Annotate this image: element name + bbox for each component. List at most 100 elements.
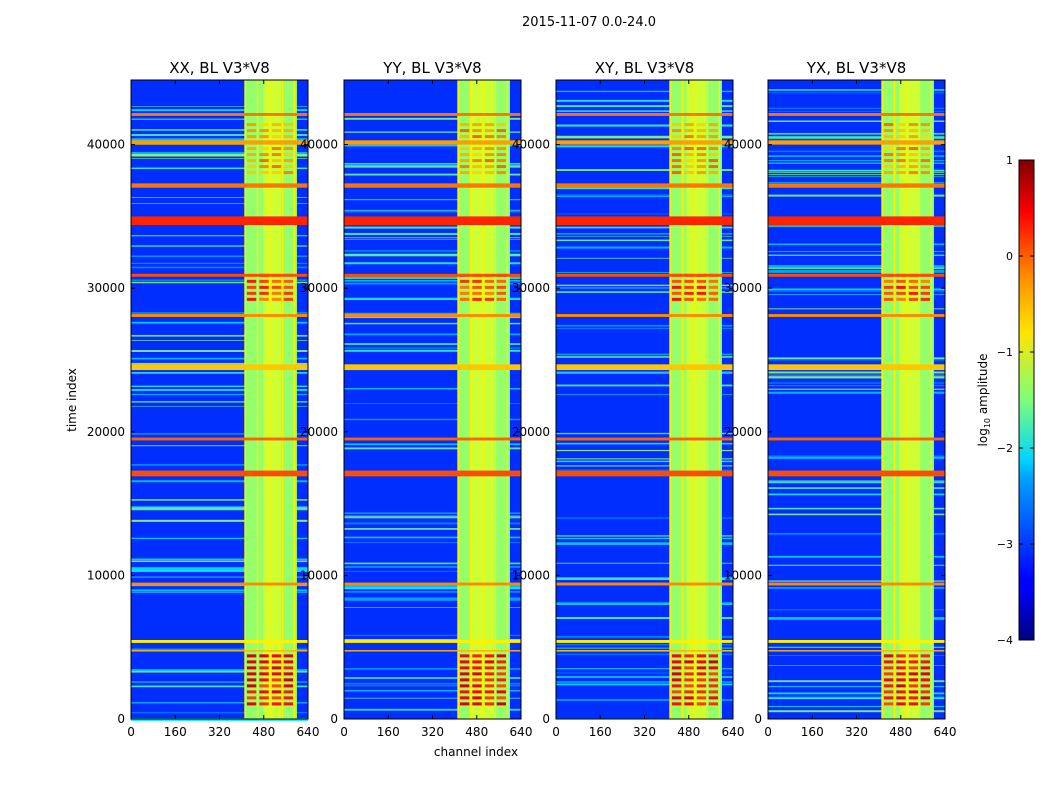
weak-rfi-line bbox=[131, 685, 308, 688]
weak-rfi-line bbox=[556, 371, 733, 373]
weak-rfi-line bbox=[768, 357, 945, 360]
strong-rfi-line bbox=[344, 140, 521, 145]
hot-cell bbox=[671, 660, 682, 664]
weak-rfi-line bbox=[768, 580, 945, 582]
hot-cell bbox=[459, 291, 470, 295]
hot-cell bbox=[283, 171, 294, 175]
colorbar-label-subscript: 10 bbox=[983, 418, 992, 428]
hot-cell bbox=[259, 279, 269, 283]
hot-cell bbox=[708, 690, 719, 694]
rfi-column bbox=[906, 80, 908, 719]
hot-cell bbox=[920, 684, 931, 688]
colorbar: 1 0 −1 −2 −3 −4 bbox=[997, 154, 1035, 647]
weak-rfi-line bbox=[768, 120, 945, 123]
hot-cell bbox=[484, 165, 495, 169]
y-tick-label: 30000 bbox=[512, 281, 550, 295]
hot-cell bbox=[696, 159, 707, 163]
hot-cell bbox=[896, 153, 906, 157]
weak-rfi-line bbox=[768, 265, 945, 267]
strong-rfi-line bbox=[768, 273, 945, 277]
weak-rfi-line bbox=[131, 507, 308, 509]
hot-cell bbox=[259, 147, 269, 151]
hot-cell bbox=[896, 660, 906, 664]
rfi-column bbox=[244, 80, 247, 719]
weak-rfi-line bbox=[344, 226, 521, 229]
weak-rfi-line bbox=[344, 447, 521, 450]
hot-cell bbox=[684, 684, 694, 688]
hot-cell bbox=[920, 291, 931, 295]
hot-cell bbox=[459, 702, 470, 706]
x-ticks-yx: 0 160 320 480 640 bbox=[764, 80, 956, 739]
hot-cell bbox=[484, 123, 495, 127]
hot-cell bbox=[271, 666, 282, 670]
hot-cell bbox=[684, 666, 694, 670]
hot-cell bbox=[484, 696, 495, 700]
rfi-band-core bbox=[263, 80, 281, 719]
heatmap-yx bbox=[768, 80, 945, 719]
colorbar-tick-label: 0 bbox=[1006, 250, 1013, 263]
weak-rfi-line bbox=[556, 465, 733, 467]
rfi-column bbox=[694, 80, 696, 719]
hot-cell bbox=[484, 153, 495, 157]
hot-cell bbox=[259, 135, 269, 139]
hot-cell bbox=[496, 684, 507, 688]
weak-rfi-line bbox=[131, 167, 308, 170]
hot-cell bbox=[246, 159, 257, 163]
weak-rfi-line bbox=[556, 562, 733, 564]
weak-rfi-line bbox=[768, 110, 945, 112]
weak-rfi-line bbox=[556, 236, 733, 237]
strong-rfi-line bbox=[131, 140, 308, 145]
weak-rfi-line bbox=[768, 172, 945, 174]
hot-cell bbox=[671, 690, 682, 694]
weak-rfi-line bbox=[131, 406, 308, 407]
hot-cell bbox=[496, 159, 507, 163]
hot-cell bbox=[271, 159, 282, 163]
hot-cell bbox=[459, 123, 470, 127]
hot-cell bbox=[484, 171, 495, 175]
hot-cell bbox=[684, 153, 694, 157]
hot-cell bbox=[708, 171, 719, 175]
strong-rfi-line bbox=[768, 113, 945, 116]
hot-cell bbox=[883, 666, 894, 670]
hot-cell bbox=[484, 684, 495, 688]
rfi-column bbox=[256, 80, 259, 719]
weak-rfi-line bbox=[131, 109, 308, 111]
hot-cell bbox=[696, 153, 707, 157]
weak-rfi-line bbox=[131, 519, 308, 522]
hot-cell bbox=[684, 297, 694, 301]
hot-cell bbox=[259, 123, 269, 127]
weak-rfi-line bbox=[131, 118, 308, 120]
hot-cell bbox=[908, 684, 919, 688]
hot-cell bbox=[671, 135, 682, 139]
hot-cell bbox=[472, 129, 482, 133]
y-tick-label: 10000 bbox=[87, 568, 125, 582]
weak-rfi-line bbox=[131, 158, 308, 159]
hot-cell bbox=[671, 165, 682, 169]
weak-rfi-line bbox=[344, 512, 521, 514]
weak-rfi-line bbox=[344, 388, 521, 390]
hot-cell bbox=[696, 279, 707, 283]
weak-rfi-line bbox=[556, 272, 733, 273]
x-tick-label: 640 bbox=[722, 725, 745, 739]
panel-yx: YX, BL V3*V8 0 160 320 480 640 0 10000 20000 30… bbox=[724, 59, 957, 739]
hot-cell bbox=[920, 129, 931, 133]
hot-cell bbox=[671, 666, 682, 670]
strong-rfi-line bbox=[556, 273, 733, 277]
strong-rfi-line bbox=[131, 650, 308, 652]
weak-rfi-line bbox=[768, 371, 945, 374]
hot-cell bbox=[259, 165, 269, 169]
hot-cell bbox=[708, 129, 719, 133]
weak-rfi-line bbox=[131, 393, 308, 396]
hot-cell bbox=[259, 660, 269, 664]
hot-cell bbox=[246, 690, 257, 694]
strong-rfi-line bbox=[556, 437, 733, 441]
strong-rfi-line bbox=[556, 216, 733, 226]
hot-cell bbox=[708, 678, 719, 682]
strong-rfi-line bbox=[344, 216, 521, 226]
hot-cell bbox=[459, 159, 470, 163]
weak-rfi-line bbox=[344, 347, 521, 349]
weak-rfi-line bbox=[556, 324, 733, 327]
hot-cell bbox=[708, 159, 719, 163]
hot-cell bbox=[908, 660, 919, 664]
hot-cell bbox=[883, 672, 894, 676]
